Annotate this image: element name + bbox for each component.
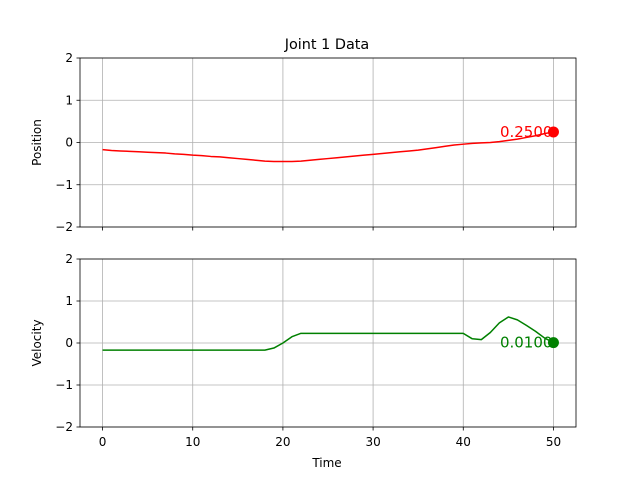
endpoint-marker [547,126,559,138]
value-annotation: 0.0100 [500,334,553,352]
chart-title: Joint 1 Data [284,37,369,53]
series-line [102,316,554,351]
endpoint-marker [547,337,559,349]
y-tick-label: −1 [55,378,73,392]
y-tick-label: −1 [55,178,73,192]
x-tick-label: 20 [275,435,290,449]
y-tick-label: 1 [65,294,73,308]
y-axis-label: Velocity [30,319,44,366]
x-tick-label: 40 [456,435,471,449]
series-line [102,131,554,163]
axes-position: 0.2500 −2 −1 0 1 2 Position [30,51,577,234]
x-tick-label: 50 [546,435,561,449]
x-tick-label: 30 [365,435,380,449]
y-tick-label: 2 [65,51,73,65]
y-axis-label: Position [30,119,44,166]
y-tick-label: 0 [65,136,73,150]
x-axis-label: Time [311,456,341,470]
x-tick-label: 0 [99,435,107,449]
y-tick-label: 0 [65,336,73,350]
x-tick-label: 10 [185,435,200,449]
y-tick-label: −2 [55,220,73,234]
value-annotation: 0.2500 [500,123,553,141]
y-tick-label: −2 [55,420,73,434]
y-tick-label: 2 [65,252,73,266]
y-tick-label: 1 [65,93,73,107]
